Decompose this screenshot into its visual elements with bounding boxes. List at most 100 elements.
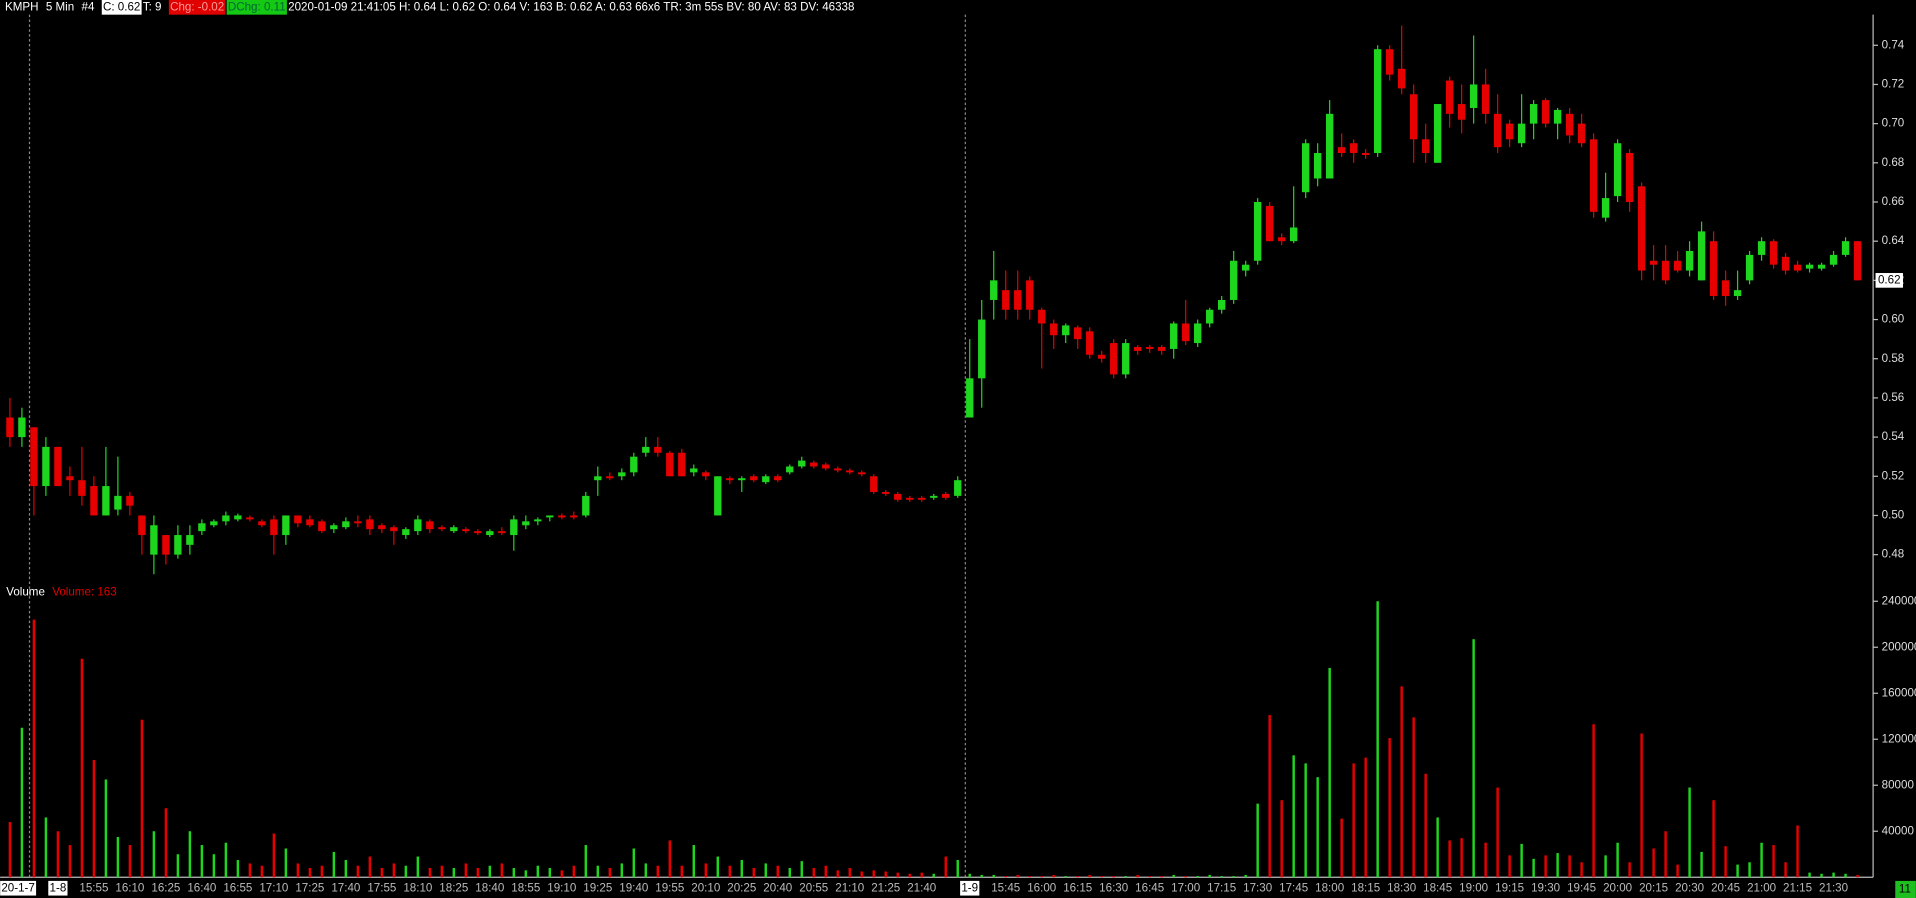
volume-bar bbox=[1340, 818, 1343, 878]
candle-body bbox=[6, 417, 14, 438]
candle-body bbox=[1673, 260, 1682, 271]
candle-body bbox=[450, 527, 458, 532]
volume-bar bbox=[1040, 876, 1043, 878]
volume-bar bbox=[152, 831, 156, 878]
volume-bar bbox=[1148, 876, 1151, 878]
x-tick-label: 18:45 bbox=[1423, 881, 1452, 894]
volume-bar bbox=[548, 868, 552, 878]
candle-body bbox=[222, 515, 230, 522]
volume-bar bbox=[1412, 717, 1415, 878]
x-tick-label: 19:00 bbox=[1459, 881, 1488, 894]
candle-body bbox=[882, 491, 890, 494]
candle-body bbox=[930, 495, 938, 498]
volume-bar bbox=[1232, 876, 1235, 878]
candle-body bbox=[18, 417, 26, 438]
x-tick-label: 1-8 bbox=[50, 881, 67, 894]
candle-body bbox=[270, 519, 278, 536]
candle-body bbox=[642, 446, 650, 453]
volume-bar bbox=[1700, 851, 1703, 878]
volume-bar bbox=[1580, 862, 1583, 878]
volume-bar bbox=[404, 865, 408, 878]
volume-bar bbox=[236, 859, 240, 878]
header-title: KMPH bbox=[5, 0, 38, 13]
candle-body bbox=[102, 486, 110, 516]
candle-body bbox=[1481, 84, 1490, 114]
last-price-box bbox=[1875, 273, 1904, 288]
x-tick-label: 20:00 bbox=[1603, 881, 1632, 894]
candle-body bbox=[318, 521, 326, 532]
volume-bar bbox=[452, 868, 456, 878]
header-trades: T: 9 bbox=[143, 0, 162, 13]
x-tick-label: 20:45 bbox=[1711, 881, 1740, 894]
x-tick-label: 17:25 bbox=[295, 881, 324, 894]
candle-body bbox=[1134, 346, 1142, 351]
volume-bar bbox=[332, 851, 336, 878]
volume-bar bbox=[272, 833, 276, 878]
x-tick-label: 19:30 bbox=[1531, 881, 1560, 894]
volume-bar bbox=[1376, 601, 1379, 878]
volume-bar bbox=[1640, 733, 1643, 878]
volume-bar bbox=[872, 870, 875, 878]
volume-bar bbox=[320, 865, 324, 878]
volume-bar bbox=[920, 872, 923, 878]
candle-body bbox=[1062, 325, 1070, 336]
volume-bar bbox=[1364, 757, 1367, 878]
last-price-label: 0.62 bbox=[1878, 273, 1901, 286]
volume-bar bbox=[440, 865, 444, 878]
volume-bar bbox=[812, 868, 815, 878]
volume-bar bbox=[560, 870, 564, 878]
candle-body bbox=[1625, 153, 1634, 202]
candle-body bbox=[354, 521, 362, 524]
volume-bar bbox=[1028, 876, 1031, 878]
candle-body bbox=[1266, 205, 1274, 242]
candle-body bbox=[1721, 280, 1730, 297]
candle-body bbox=[1445, 80, 1454, 114]
candle-body bbox=[1278, 237, 1286, 242]
candle-body bbox=[858, 472, 866, 475]
volume-bar bbox=[1760, 842, 1763, 878]
volume-bar bbox=[1724, 846, 1727, 878]
candle-body bbox=[1433, 104, 1442, 163]
y-tick-label: 0.74 bbox=[1882, 38, 1905, 51]
candle-body bbox=[654, 446, 662, 453]
volume-bar bbox=[1712, 800, 1715, 878]
x-tick-label: 19:15 bbox=[1495, 881, 1524, 894]
volume-bar bbox=[704, 863, 707, 878]
x-tick-label: 17:00 bbox=[1171, 881, 1200, 894]
candle-body bbox=[534, 519, 542, 522]
volume-bar bbox=[1112, 876, 1115, 878]
candle-body bbox=[1709, 241, 1718, 297]
volume-bar bbox=[884, 871, 887, 878]
candle-body bbox=[90, 486, 98, 516]
candle-body bbox=[1649, 260, 1658, 265]
candle-body bbox=[414, 519, 422, 532]
panel-subtitle: Volume: 163 bbox=[52, 586, 116, 599]
header-day-change: DChg: 0.11 bbox=[228, 0, 286, 13]
candle-body bbox=[426, 521, 434, 530]
x-tick-label: 21:30 bbox=[1819, 881, 1848, 894]
volume-bar bbox=[200, 845, 204, 878]
y-tick-label: 0.66 bbox=[1882, 195, 1905, 208]
volume-bar bbox=[116, 836, 120, 878]
volume-bar bbox=[1484, 842, 1487, 878]
candle-body bbox=[1194, 323, 1202, 344]
x-tick-label: 20-1-7 bbox=[1, 881, 35, 894]
candle-body bbox=[1110, 343, 1118, 375]
volume-bar bbox=[1244, 874, 1247, 878]
y-tick-label: 40000 bbox=[1882, 824, 1914, 837]
candle-body bbox=[474, 531, 482, 534]
candle-body bbox=[894, 493, 902, 500]
volume-bar bbox=[104, 779, 108, 878]
volume-bar bbox=[1688, 787, 1691, 878]
volume-bar bbox=[1856, 874, 1859, 878]
volume-bar bbox=[1160, 876, 1163, 878]
corner-box bbox=[1895, 880, 1916, 898]
x-tick-label: 17:10 bbox=[259, 881, 288, 894]
volume-bar bbox=[1004, 876, 1007, 878]
candle-body bbox=[1373, 49, 1382, 154]
volume-bar bbox=[1772, 845, 1775, 878]
y-tick-label: 0.50 bbox=[1882, 509, 1905, 522]
candle-body bbox=[798, 460, 806, 467]
volume-bar bbox=[620, 863, 624, 878]
y-tick-label: 0.60 bbox=[1882, 313, 1905, 326]
